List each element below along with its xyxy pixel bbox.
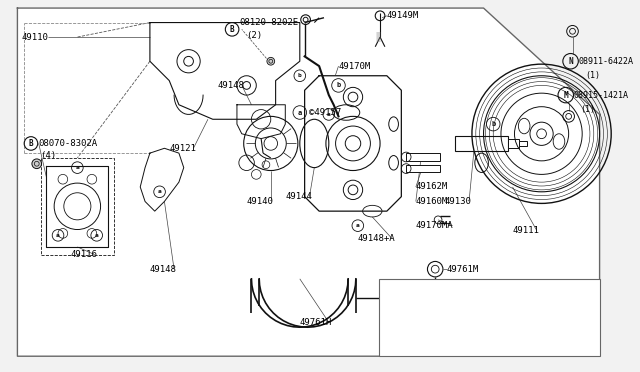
Polygon shape [47, 166, 108, 247]
Text: 49170M: 49170M [339, 62, 371, 71]
Text: 08915-1421A: 08915-1421A [573, 91, 628, 100]
Text: N: N [568, 57, 573, 66]
Text: a: a [356, 223, 360, 228]
Text: 49116: 49116 [70, 250, 97, 259]
Circle shape [267, 57, 275, 65]
Polygon shape [140, 148, 184, 211]
Text: 49121: 49121 [169, 144, 196, 153]
Text: PART CODE 49119K  ............: PART CODE 49119K ............ [404, 311, 550, 320]
Bar [508, 139, 519, 148]
Text: 49162M: 49162M [416, 183, 448, 192]
Text: 49130: 49130 [445, 197, 472, 206]
Text: ©49157: ©49157 [310, 108, 342, 117]
Text: a: a [157, 189, 161, 194]
Polygon shape [305, 76, 401, 211]
Text: (4): (4) [40, 151, 57, 160]
Text: NOTE;PART CODE 49110K  ............: NOTE;PART CODE 49110K ............ [385, 296, 556, 305]
Polygon shape [17, 8, 600, 356]
Text: B: B [230, 25, 234, 34]
Text: b: b [337, 83, 340, 89]
Text: 49140: 49140 [246, 197, 273, 206]
Text: b: b [298, 73, 301, 78]
Bar [519, 141, 527, 146]
Bar [401, 282, 428, 315]
Bar [406, 153, 440, 161]
Bar [406, 165, 440, 173]
Text: (1): (1) [580, 105, 595, 114]
Text: 49761H: 49761H [300, 318, 332, 327]
Bar [40, 158, 114, 255]
Text: 49111: 49111 [513, 226, 540, 235]
Text: 49170MA: 49170MA [416, 221, 454, 230]
Text: 08120-8202E: 08120-8202E [240, 18, 299, 27]
Text: a: a [76, 165, 79, 170]
Bar [379, 279, 600, 356]
Text: (2): (2) [246, 31, 263, 40]
Polygon shape [237, 105, 285, 139]
Text: 08911-6422A: 08911-6422A [579, 57, 634, 66]
Text: 49761M: 49761M [447, 264, 479, 274]
Text: (1): (1) [585, 71, 600, 80]
Text: 49110: 49110 [21, 33, 48, 42]
Text: a: a [298, 109, 302, 115]
Text: 49148: 49148 [218, 81, 244, 90]
Text: B: B [29, 139, 33, 148]
Text: 49148: 49148 [150, 264, 177, 274]
Text: 49160M: 49160M [416, 197, 448, 206]
Text: a: a [588, 297, 592, 303]
Text: ^/90*0095: ^/90*0095 [484, 340, 525, 349]
Text: 49148+A: 49148+A [358, 234, 396, 243]
Text: 49144: 49144 [285, 192, 312, 201]
Polygon shape [150, 23, 300, 119]
Circle shape [32, 159, 42, 169]
Text: b: b [491, 121, 495, 127]
Text: a: a [327, 112, 331, 117]
Text: b: b [588, 312, 592, 318]
Bar [454, 136, 508, 151]
Text: M: M [563, 91, 568, 100]
Text: 08070-8302A: 08070-8302A [38, 139, 98, 148]
Text: a: a [56, 233, 60, 238]
Text: 49149M: 49149M [387, 11, 419, 20]
Text: a: a [95, 233, 99, 238]
